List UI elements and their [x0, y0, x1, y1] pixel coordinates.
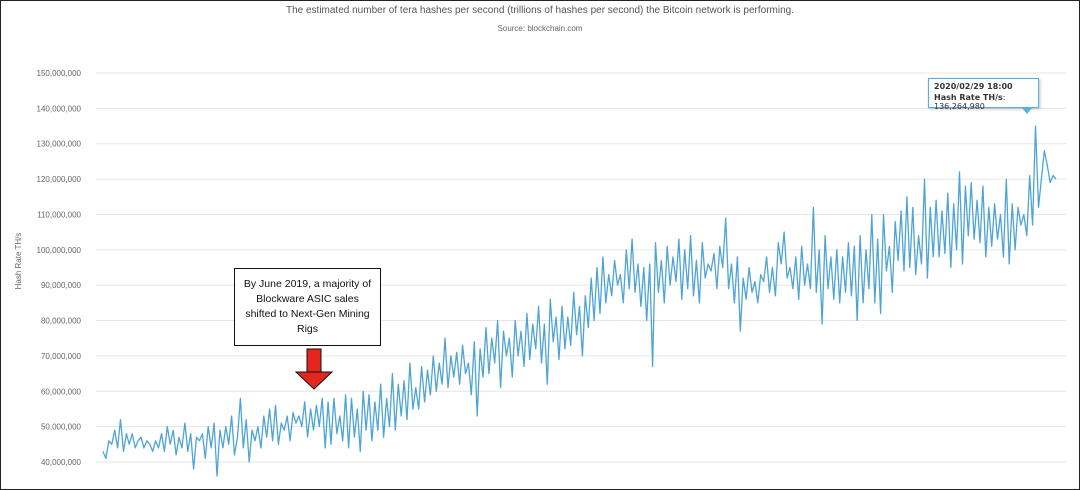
y-tick-label: 110,000,000: [37, 210, 81, 219]
y-tick-label: 120,000,000: [37, 175, 82, 184]
chart-source: Source: blockchain.com: [497, 24, 583, 33]
grid-layer: [96, 72, 1066, 463]
y-tick-label: 50,000,000: [41, 423, 82, 432]
y-tick-label: 100,000,000: [37, 246, 82, 255]
tooltip-label: Hash Rate TH/s: [934, 93, 1003, 102]
y-tick-label: 80,000,000: [41, 317, 82, 326]
y-tick-label: 140,000,000: [37, 104, 82, 113]
y-tick-label: 150,000,000: [37, 69, 82, 78]
tooltip-separator: :: [1002, 93, 1006, 102]
y-tick-label: 60,000,000: [41, 387, 82, 396]
series-layer: [102, 125, 1057, 477]
chart-subtitle: The estimated number of tera hashes per …: [285, 5, 795, 16]
arrow-shaft: [306, 348, 322, 374]
annotation-text: By June 2019, a majority of Blockware AS…: [243, 278, 372, 335]
tooltip-date: 2020/02/29 18:00: [934, 82, 1013, 91]
y-axis-ticks: 40,000,000 50,000,000 60,000,000 70,000,000…: [37, 69, 82, 467]
tooltip-value: 136,264,980: [934, 102, 985, 111]
y-tick-label: 70,000,000: [41, 352, 82, 361]
y-tick-label: 130,000,000: [37, 140, 82, 149]
y-tick-label: 40,000,000: [41, 458, 82, 467]
y-axis-label: Hash Rate TH/s: [14, 233, 23, 290]
y-tick-label: 90,000,000: [41, 281, 82, 290]
arrow-head: [294, 371, 334, 390]
data-tooltip: 2020/02/29 18:00 Hash Rate TH/s: 136,264…: [928, 78, 1039, 111]
down-arrow-icon: [294, 348, 334, 390]
annotation-box: By June 2019, a majority of Blockware AS…: [234, 268, 381, 346]
series-line: [102, 125, 1057, 477]
tooltip-pointer: [1022, 108, 1032, 114]
